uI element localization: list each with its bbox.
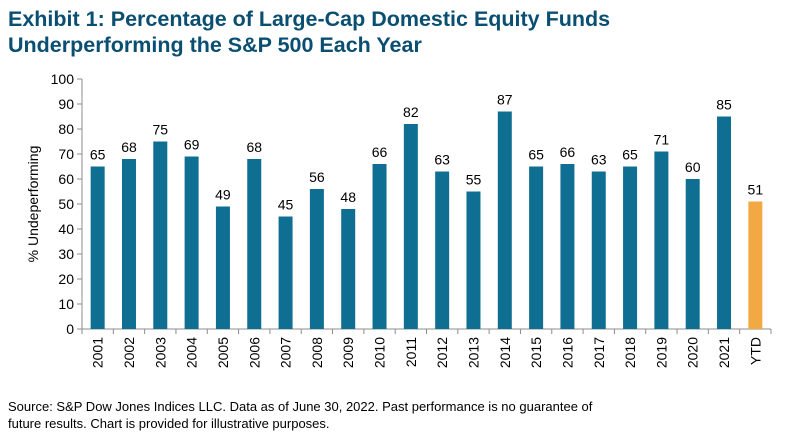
x-tick-label-2001: 2001 <box>90 337 106 368</box>
bar-2006 <box>247 159 262 329</box>
bar-2004 <box>184 156 199 329</box>
y-tick-label: 90 <box>58 96 74 112</box>
bar-2010 <box>372 164 387 329</box>
bar-2015 <box>529 166 544 329</box>
source-line-2: future results. Chart is provided for il… <box>8 416 330 431</box>
x-tick-label-YTD: YTD <box>747 337 763 365</box>
bar-2001 <box>90 166 105 329</box>
y-tick-label: 100 <box>51 71 75 87</box>
y-tick-label: 10 <box>58 296 74 312</box>
data-label-2015: 65 <box>528 147 544 163</box>
bar-2019 <box>654 151 669 329</box>
data-label-2020: 60 <box>685 159 701 175</box>
bar-2011 <box>403 124 418 329</box>
x-tick-label-2011: 2011 <box>403 337 419 367</box>
data-label-2004: 69 <box>184 137 200 153</box>
data-label-2014: 87 <box>497 92 513 108</box>
y-tick-label: 50 <box>58 196 74 212</box>
x-tick-label-2007: 2007 <box>278 337 294 368</box>
data-label-2008: 56 <box>309 169 325 185</box>
data-label-YTD: 51 <box>748 182 764 198</box>
data-label-2013: 55 <box>466 172 482 188</box>
x-tick-label-2019: 2019 <box>653 337 669 368</box>
y-tick-label: 80 <box>58 121 74 137</box>
bar-2012 <box>435 171 450 329</box>
y-tick-label: 30 <box>58 246 74 262</box>
data-label-2017: 63 <box>591 152 607 168</box>
data-label-2007: 45 <box>278 197 294 213</box>
x-tick-label-2014: 2014 <box>497 337 513 368</box>
bar-2008 <box>309 189 324 329</box>
x-tick-label-2018: 2018 <box>622 337 638 368</box>
bar-2017 <box>591 171 606 329</box>
bar-2016 <box>560 164 575 329</box>
data-label-2021: 85 <box>716 97 732 113</box>
y-axis-ticks: 0 10 20 30 40 50 60 70 80 90 100 <box>51 71 82 337</box>
x-tick-label-2009: 2009 <box>340 337 356 368</box>
data-label-2019: 71 <box>654 132 670 148</box>
data-label-2012: 63 <box>434 152 450 168</box>
chart-title-line-2: Underperforming the S&P 500 Each Year <box>8 33 422 57</box>
data-label-2001: 65 <box>90 147 106 163</box>
x-tick-label-2021: 2021 <box>716 337 732 368</box>
data-label-2003: 75 <box>153 122 169 138</box>
y-tick-label: 20 <box>58 271 74 287</box>
bar-2005 <box>215 206 230 329</box>
y-tick-label: 40 <box>58 221 74 237</box>
x-tick-label-2013: 2013 <box>465 337 481 368</box>
x-tick-label-2015: 2015 <box>528 337 544 368</box>
y-tick-label: 70 <box>58 146 74 162</box>
x-tick-label-2010: 2010 <box>372 337 388 368</box>
bar-2013 <box>466 191 481 329</box>
source-note: Source: S&P Dow Jones Indices LLC. Data … <box>8 398 798 432</box>
x-tick-label-2005: 2005 <box>215 337 231 368</box>
x-tick-label-2006: 2006 <box>246 337 262 368</box>
data-label-2016: 66 <box>560 144 576 160</box>
bar-YTD <box>748 201 763 329</box>
bar-2021 <box>717 116 732 329</box>
chart-title: Exhibit 1: Percentage of Large-Cap Domes… <box>8 6 792 58</box>
chart-bars <box>90 111 763 329</box>
data-label-2011: 82 <box>403 104 419 120</box>
x-tick-label-2004: 2004 <box>184 337 200 368</box>
x-tick-label-2016: 2016 <box>559 337 575 368</box>
bar-2018 <box>623 166 638 329</box>
bar-2009 <box>341 209 356 329</box>
x-tick-label-2002: 2002 <box>121 337 137 368</box>
x-tick-label-2017: 2017 <box>591 337 607 368</box>
bar-2014 <box>497 111 512 329</box>
data-label-2018: 65 <box>622 147 638 163</box>
bar-2003 <box>153 141 168 329</box>
x-tick-label-2020: 2020 <box>685 337 701 368</box>
y-axis-label: % Undeperforming <box>25 146 41 263</box>
y-tick-label: 0 <box>66 321 74 337</box>
x-tick-label-2003: 2003 <box>152 337 168 368</box>
data-label-2002: 68 <box>121 139 137 155</box>
x-axis-ticks: 2001 2002 2003 2004 2005 2006 2007 2008 2009 2010… <box>81 329 772 368</box>
chart-data-labels: 65 68 75 69 49 68 45 56 48 66 82 63 55 87 65 66 63 65 71 60… <box>90 92 763 213</box>
source-line-1: Source: S&P Dow Jones Indices LLC. Data … <box>8 399 593 414</box>
data-label-2006: 68 <box>246 139 262 155</box>
data-label-2005: 49 <box>215 187 231 203</box>
bar-2007 <box>278 216 293 329</box>
y-tick-label: 60 <box>58 171 74 187</box>
x-tick-label-2012: 2012 <box>434 337 450 368</box>
data-label-2010: 66 <box>372 144 388 160</box>
chart-title-line-1: Exhibit 1: Percentage of Large-Cap Domes… <box>8 7 611 31</box>
bar-2020 <box>685 179 700 329</box>
x-tick-label-2008: 2008 <box>309 337 325 368</box>
bar-2002 <box>121 159 136 329</box>
data-label-2009: 48 <box>340 189 356 205</box>
